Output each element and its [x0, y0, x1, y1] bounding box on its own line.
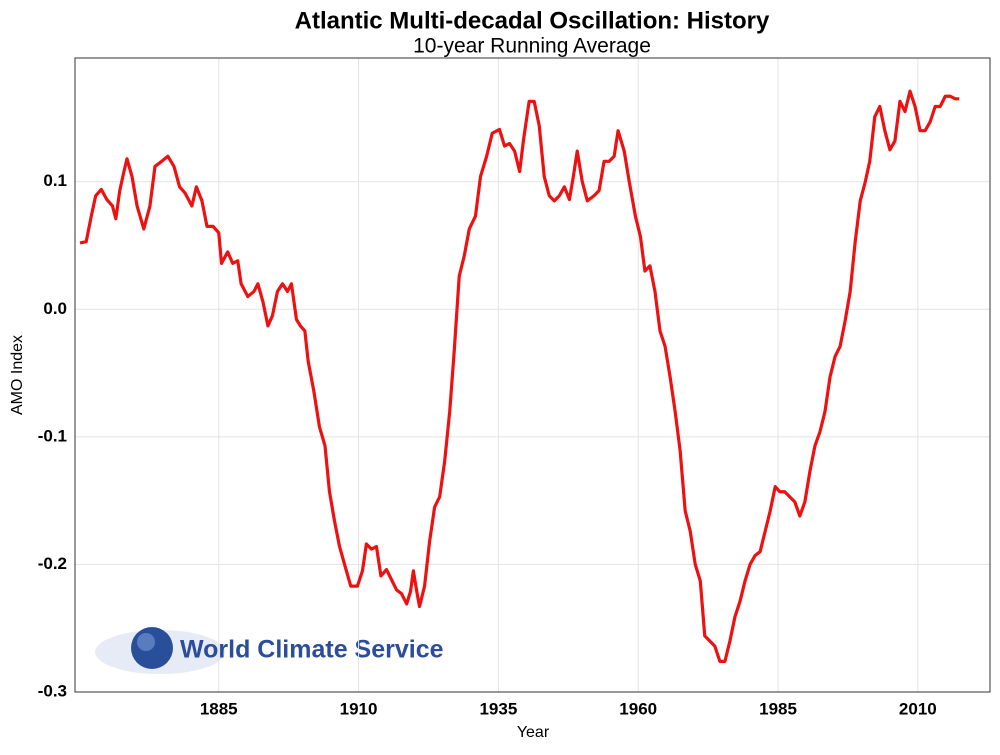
chart-subtitle: 10-year Running Average [413, 35, 651, 58]
x-tick-label: 1935 [479, 699, 517, 718]
plot-area: -0.3 -0.2 -0.1 0.0 0.1 1885 1910 1935 1960 1985 20… [38, 57, 991, 718]
y-tick-label: 0.0 [43, 299, 67, 318]
x-axis-label: Year [517, 724, 550, 741]
y-tick-label: 0.1 [43, 171, 67, 190]
x-tick-label: 1985 [759, 699, 797, 718]
plot-border [74, 57, 991, 693]
logo-text: World Climate Service [180, 636, 444, 664]
x-tick-label: 1885 [200, 699, 238, 718]
y-tick-label: -0.1 [38, 426, 67, 445]
logo-globe-shine [137, 633, 155, 651]
y-tick-label: -0.3 [38, 681, 67, 700]
y-axis-label: AMO Index [9, 335, 26, 415]
x-tick-label: 1910 [340, 699, 378, 718]
x-tick-label: 2010 [899, 699, 937, 718]
chart-title: Atlantic Multi-decadal Oscillation: Hist… [295, 7, 770, 34]
logo: World Climate Service [95, 627, 444, 674]
x-tick-label: 1960 [619, 699, 657, 718]
y-tick-label: -0.2 [38, 554, 67, 573]
data-line [79, 89, 960, 663]
